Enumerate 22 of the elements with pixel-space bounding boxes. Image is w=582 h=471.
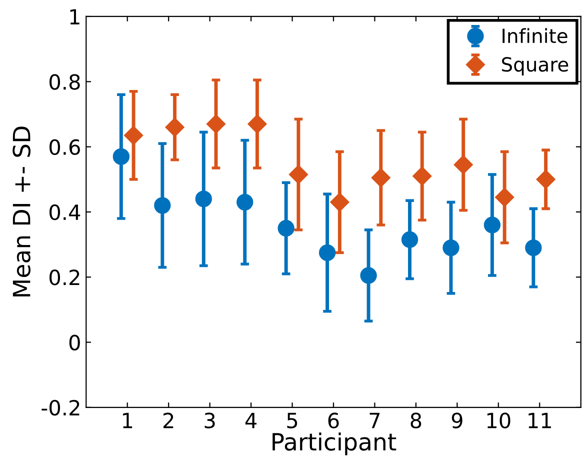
x-tick-label: 4 [245, 412, 256, 428]
x-tick-label: 3 [204, 412, 215, 428]
x-tick-label: 11 [528, 412, 551, 428]
x-tick-label: 8 [410, 412, 422, 428]
y-tick-label: 1 [70, 9, 80, 24]
x-tick-label: 7 [370, 412, 380, 428]
x-tick-label: 6 [328, 412, 339, 428]
y-tick-label: 0.8 [50, 74, 80, 90]
x-axis-title: Participant [272, 432, 396, 456]
y-tick-label: 0.6 [50, 139, 80, 156]
legend-label: Square [502, 57, 568, 76]
y-tick-label: -0.2 [42, 400, 80, 416]
x-tick-label: 10 [487, 412, 510, 428]
x-tick-label: 5 [287, 412, 298, 428]
y-tick-label: 0.2 [50, 270, 80, 286]
y-tick-label: 0.4 [50, 204, 80, 220]
legend-label: Infinite [502, 28, 568, 44]
x-tick-label: 1 [123, 412, 132, 428]
y-axis-title: Mean DI +- SD [12, 126, 30, 296]
y-tick-label: 0 [69, 334, 80, 350]
x-tick-label: 2 [163, 412, 174, 428]
x-tick-label: 9 [452, 412, 462, 428]
